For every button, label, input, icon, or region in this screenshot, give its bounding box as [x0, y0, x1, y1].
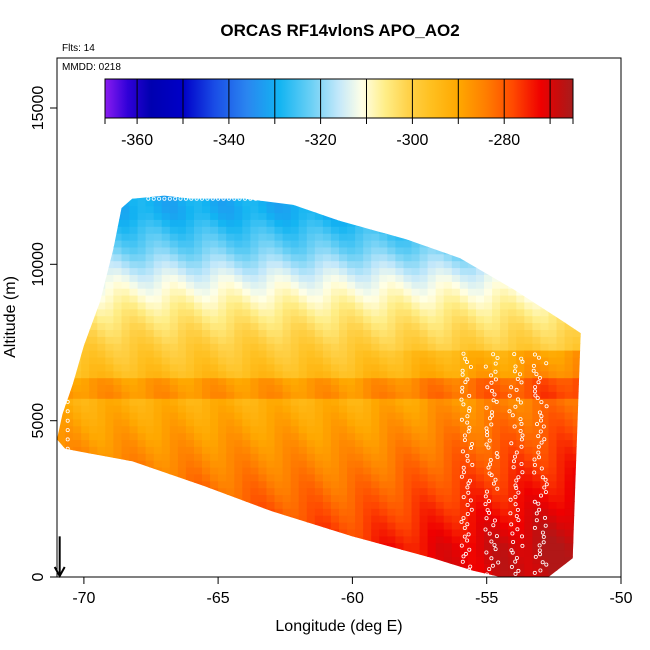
colorbar: -360 -340 -320 -300 -280 [104, 78, 574, 149]
x-axis-title: Longitude (deg E) [275, 618, 402, 635]
y-tick-label: 10000 [30, 242, 47, 287]
x-axis: -70 -65 -60 -55 -50 [72, 577, 633, 607]
colorbar-tick-label: -280 [488, 132, 520, 149]
x-tick-label: -60 [341, 590, 364, 607]
colorbar-tick-label: -340 [213, 132, 245, 149]
y-axis-title: Altitude (m) [2, 276, 19, 358]
colorbar-tick-label: -320 [305, 132, 337, 149]
x-tick-label: -70 [72, 590, 95, 607]
y-axis: 0 5000 10000 15000 [30, 86, 57, 581]
colorbar-tick-label: -300 [396, 132, 428, 149]
colorbar-gradient [104, 78, 574, 119]
date-note: MMDD: 0218 [62, 62, 121, 73]
x-tick-label: -55 [475, 590, 498, 607]
x-tick-label: -50 [609, 590, 632, 607]
y-tick-label: 15000 [30, 86, 47, 131]
y-tick-label: 0 [30, 572, 47, 581]
arrow-marker [53, 536, 66, 579]
flights-note: Flts: 14 [62, 43, 95, 54]
colorbar-tick-label: -360 [121, 132, 153, 149]
heatmap-field [57, 195, 581, 577]
chart-title: ORCAS RF14vlonS APO_AO2 [220, 21, 459, 40]
y-tick-label: 5000 [30, 403, 47, 439]
flight-track-points [65, 196, 549, 577]
plot-frame [56, 57, 622, 578]
x-tick-label: -65 [207, 590, 230, 607]
